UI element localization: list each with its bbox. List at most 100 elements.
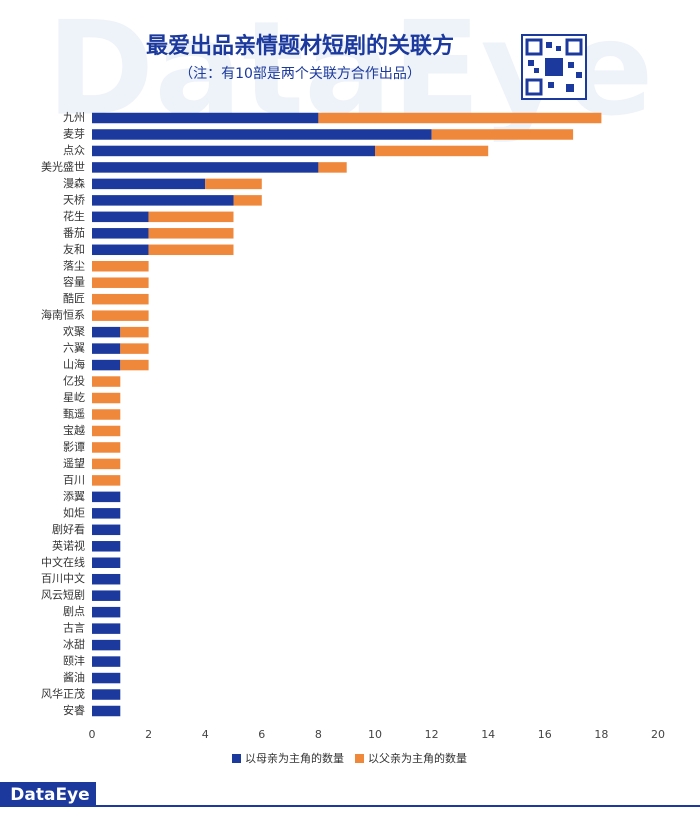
y-tick-label: 剧点 (63, 605, 85, 618)
brand: DataEye (10, 785, 89, 805)
bar-segment (92, 145, 375, 157)
bar-segment (431, 129, 574, 140)
y-tick-label: 美光盛世 (41, 159, 85, 173)
y-tick-label: 天桥 (63, 193, 85, 206)
x-tick-label: 2 (145, 728, 152, 741)
y-tick-label: 百川 (63, 473, 85, 486)
bar-segment (92, 228, 149, 239)
bar-segment (92, 508, 121, 519)
y-tick-label: 添翼 (63, 489, 85, 503)
bar-segment (205, 178, 262, 190)
legend-label: 以母亲为主角的数量 (245, 751, 344, 765)
bar-segment (92, 524, 121, 536)
bar-segment (92, 458, 121, 470)
bar-segment (92, 689, 121, 700)
y-tick-label: 亿投 (63, 374, 85, 388)
bar-segment (318, 112, 602, 124)
bar-segment (92, 590, 121, 601)
y-tick-label: 漫森 (63, 176, 85, 190)
y-tick-label: 海南恒系 (41, 308, 85, 322)
y-tick-label: 宝越 (63, 423, 85, 437)
bar-segment (148, 211, 234, 223)
bar-segment (92, 639, 121, 651)
bar-segment (233, 195, 262, 206)
y-tick-label: 剧好看 (52, 522, 85, 536)
y-tick-label: 遥望 (63, 457, 85, 470)
brand-badge (0, 782, 96, 806)
x-tick-label: 14 (481, 728, 495, 741)
bar-segment (92, 112, 319, 124)
y-tick-label: 古言 (63, 622, 85, 635)
y-tick-label: 山海 (63, 357, 85, 371)
y-tick-label: 英诺视 (52, 538, 85, 552)
bar-segment (120, 359, 149, 371)
x-tick-label: 16 (538, 728, 552, 741)
legend-label: 以父亲为主角的数量 (368, 751, 467, 765)
bar-segment (92, 293, 149, 305)
bar-segment (92, 442, 121, 453)
bar-segment (92, 606, 121, 618)
bar-segment (92, 162, 319, 173)
y-tick-label: 花生 (63, 209, 85, 223)
bar-segment (92, 557, 121, 568)
x-tick-label: 20 (651, 728, 665, 741)
y-tick-label: 百川中文 (41, 571, 85, 585)
bar-segment (92, 541, 121, 552)
bar-segment (92, 195, 234, 206)
legend-swatch (355, 754, 364, 763)
x-tick-label: 12 (425, 728, 439, 741)
x-tick-label: 18 (594, 728, 608, 741)
bar-segment (120, 326, 149, 338)
y-tick-label: 影谭 (63, 440, 85, 453)
y-tick-label: 甄遥 (63, 408, 85, 421)
bar-segment (92, 409, 121, 420)
x-tick-label: 8 (315, 728, 322, 741)
y-tick-label: 星屹 (63, 391, 85, 404)
y-tick-label: 容量 (63, 275, 85, 289)
chart-title: 最爱出品亲情题材短剧的关联方 (146, 33, 454, 59)
x-tick-label: 4 (202, 728, 209, 741)
y-tick-label: 六翼 (63, 342, 85, 355)
bar-segment (92, 705, 121, 717)
y-tick-label: 九州 (63, 111, 85, 124)
y-tick-label: 中文在线 (41, 555, 85, 569)
qr-code (521, 34, 587, 100)
bar-segment (92, 277, 149, 288)
x-tick-label: 0 (89, 728, 96, 741)
legend-swatch (232, 754, 241, 763)
bar-segment (318, 162, 347, 173)
bar-segment (92, 244, 149, 256)
bar-segment (92, 359, 121, 371)
bar-segment (92, 261, 149, 272)
bar-segment (92, 491, 121, 503)
bar-segment (92, 211, 149, 223)
y-tick-label: 落尘 (63, 259, 85, 272)
bar-segment (375, 145, 489, 157)
bar-segment (92, 376, 121, 387)
y-tick-label: 麦芽 (63, 126, 85, 140)
y-tick-label: 酱油 (63, 670, 85, 684)
y-tick-label: 欢聚 (63, 324, 85, 338)
bar-segment (92, 310, 149, 321)
bar-segment (92, 343, 121, 354)
y-tick-label: 冰甜 (63, 638, 85, 651)
bar-segment (92, 425, 121, 437)
bar-segment (148, 228, 234, 239)
bar-segment (148, 244, 234, 256)
y-tick-label: 点众 (63, 144, 85, 157)
bar-segment (92, 392, 121, 404)
bar-segment (92, 573, 121, 585)
y-tick-label: 如炬 (63, 505, 85, 519)
bar-segment (92, 326, 121, 338)
y-tick-label: 番茄 (63, 225, 85, 239)
y-tick-label: 友和 (63, 242, 85, 256)
bar-segment (92, 672, 121, 684)
y-tick-label: 安睿 (63, 703, 85, 717)
bar-segment (92, 129, 432, 140)
y-tick-label: 颐沣 (63, 655, 85, 668)
x-tick-label: 10 (368, 728, 382, 741)
y-tick-label: 风华正茂 (41, 687, 85, 701)
chart-subtitle: （注：有10部是两个关联方合作出品） (179, 66, 421, 82)
y-tick-label: 风云短剧 (41, 588, 85, 602)
